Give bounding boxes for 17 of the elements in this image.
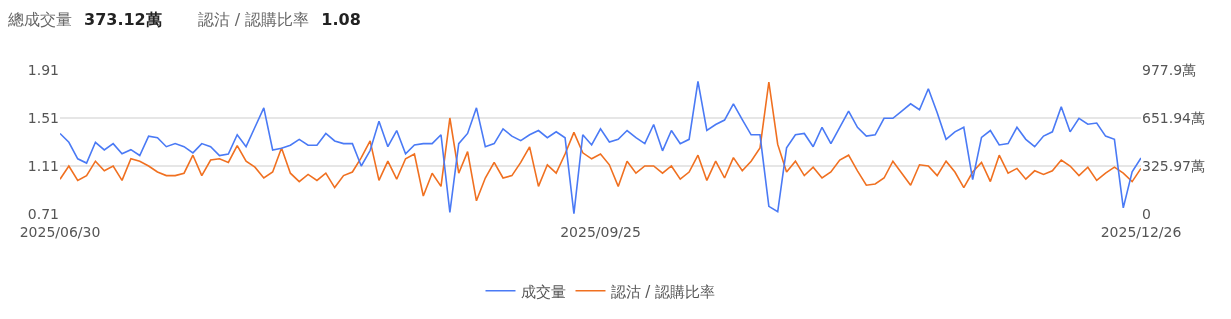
y2-tick-label: 0: [1142, 205, 1151, 222]
legend-label: 成交量: [520, 282, 566, 301]
text: 1.08: [321, 10, 361, 29]
y2-tick-label: 651.94萬: [1142, 109, 1205, 126]
text: 認沽 / 認購比率: [197, 10, 310, 29]
y-tick-label: 1.91: [27, 61, 59, 78]
y-tick-label: 1.11: [27, 157, 59, 174]
text: 總成交量: [8, 10, 72, 29]
y2-tick-label: 977.9萬: [1142, 61, 1197, 78]
y-tick-label: 1.51: [27, 109, 59, 126]
legend-label: 認沽 / 認購比率: [610, 282, 716, 301]
x-tick-label: 2025/09/25: [560, 224, 641, 240]
y2-tick-label: 325.97萬: [1142, 157, 1205, 174]
text: 373.12萬: [84, 10, 162, 29]
x-tick-label: 2025/12/26: [1100, 224, 1182, 240]
x-tick-label: 2025/06/30: [19, 224, 101, 240]
y-tick-label: 0.71: [27, 205, 59, 222]
